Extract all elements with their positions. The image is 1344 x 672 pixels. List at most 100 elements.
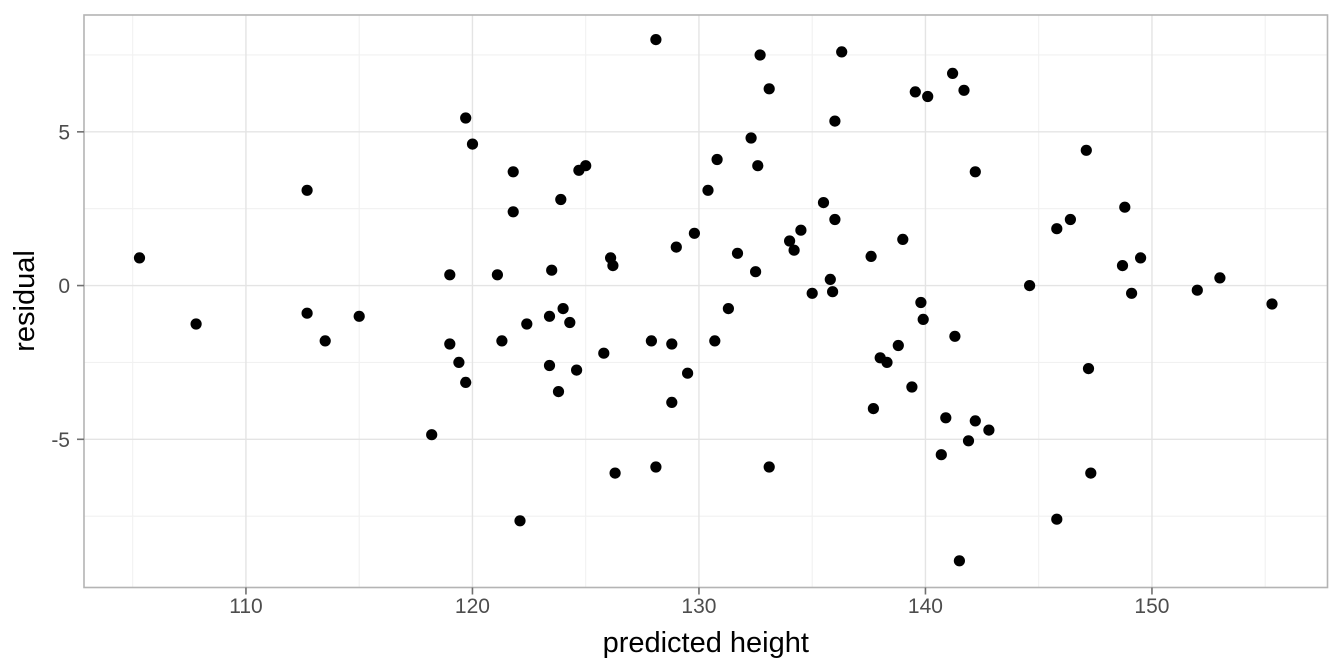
data-point <box>962 435 975 447</box>
data-point <box>836 46 848 58</box>
data-point <box>682 367 694 379</box>
data-point <box>702 184 714 196</box>
data-point <box>983 424 995 436</box>
data-point <box>947 67 959 79</box>
y-tick-label: 5 <box>58 121 70 144</box>
data-point <box>426 429 438 441</box>
data-point <box>953 555 966 567</box>
data-point <box>546 264 558 276</box>
data-point <box>763 83 775 95</box>
data-point <box>909 86 921 98</box>
axis-ticks <box>77 131 1153 595</box>
data-point <box>788 244 800 256</box>
data-point <box>1119 201 1131 213</box>
data-point <box>827 286 839 298</box>
data-point <box>709 335 721 347</box>
x-axis-title: predicted height <box>603 627 809 659</box>
data-point <box>557 303 569 315</box>
data-point <box>319 335 331 347</box>
data-point <box>521 318 533 330</box>
data-point <box>806 287 818 299</box>
data-point <box>670 241 682 253</box>
data-point <box>906 381 918 393</box>
data-point <box>1085 467 1097 479</box>
data-point <box>969 415 981 427</box>
data-point <box>915 296 927 309</box>
data-point <box>784 235 796 247</box>
data-point <box>881 356 893 368</box>
data-point <box>688 227 701 239</box>
x-tick-label: 110 <box>229 595 262 618</box>
data-point <box>607 260 619 272</box>
data-point <box>754 49 766 61</box>
data-point <box>580 160 592 172</box>
data-point <box>466 138 479 150</box>
data-point <box>1051 223 1063 235</box>
data-point <box>543 359 556 372</box>
data-point <box>666 338 678 350</box>
data-point <box>444 269 456 281</box>
data-point <box>829 115 841 127</box>
data-point <box>1135 252 1147 264</box>
data-point <box>507 206 519 218</box>
data-point <box>940 412 952 424</box>
data-point <box>555 193 567 206</box>
data-point <box>133 252 146 264</box>
data-point <box>496 335 508 347</box>
data-point <box>1064 213 1076 226</box>
data-point <box>922 90 934 103</box>
data-point <box>301 307 313 319</box>
data-point <box>1191 284 1203 296</box>
data-point <box>190 318 202 330</box>
data-point <box>711 153 723 166</box>
data-point <box>1266 298 1278 310</box>
data-point <box>722 303 735 315</box>
data-points <box>133 34 1278 567</box>
data-point <box>650 34 662 46</box>
x-tick-label: 140 <box>908 595 943 618</box>
data-point <box>935 449 947 461</box>
x-tick-label: 130 <box>681 595 716 618</box>
data-point <box>645 335 658 347</box>
plot-panel <box>84 15 1328 588</box>
data-point <box>453 356 465 368</box>
data-point <box>750 266 762 278</box>
data-point <box>731 247 744 259</box>
data-point <box>1051 513 1063 525</box>
data-point <box>969 166 981 178</box>
data-point <box>897 233 909 245</box>
data-point <box>491 269 503 281</box>
data-point <box>824 273 836 285</box>
data-point <box>817 197 830 209</box>
data-point <box>867 403 880 415</box>
x-tick-label: 120 <box>455 595 490 618</box>
data-point <box>917 313 929 325</box>
x-tick-label: 150 <box>1134 595 1169 618</box>
panel-border <box>83 14 1329 589</box>
y-tick-label: 0 <box>58 275 70 298</box>
data-point <box>958 84 970 96</box>
data-point <box>609 467 621 479</box>
data-point <box>949 330 961 342</box>
data-point <box>460 112 472 124</box>
data-point <box>571 364 583 376</box>
data-point <box>353 310 365 322</box>
data-point <box>745 132 757 144</box>
y-tick-label: -5 <box>51 429 70 452</box>
data-point <box>444 338 456 350</box>
data-point <box>892 339 904 352</box>
data-point <box>514 515 526 527</box>
data-point <box>752 160 764 172</box>
axis-tick-labels: 110 120 130 140 150 -5 0 5 <box>51 121 1169 618</box>
data-point <box>564 316 576 329</box>
data-point <box>507 166 519 178</box>
data-point <box>763 461 775 473</box>
data-point <box>666 396 678 408</box>
data-point <box>1082 363 1095 375</box>
data-point <box>1214 272 1226 284</box>
data-point <box>598 347 610 359</box>
data-point <box>1080 144 1092 156</box>
data-point <box>650 461 662 473</box>
